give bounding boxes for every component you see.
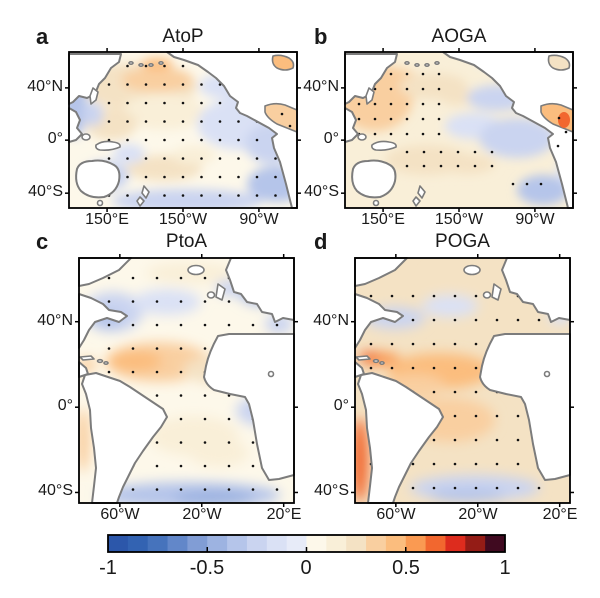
plot-frame	[78, 257, 295, 504]
axis-ticks	[351, 254, 574, 507]
ytick-a-40s: 40°S	[28, 183, 63, 200]
ytick-d-40s: 40°S	[314, 482, 349, 499]
coastlines-pacific	[68, 51, 298, 209]
colorbar-label-pos05: 0.5	[392, 557, 420, 579]
axis-ticks	[65, 48, 301, 212]
xtick-b-150w: 150°W	[434, 211, 484, 228]
ytick-a-40n: 40°N	[27, 78, 63, 95]
stipple-dots-overlay	[280, 112, 292, 128]
ytick-d-0: 0°	[333, 397, 349, 414]
stipple-dots-overlay	[556, 116, 568, 148]
ytick-a-0: 0°	[47, 130, 63, 147]
map-panel-c	[75, 254, 298, 507]
xtick-a-90w: 90°W	[239, 211, 279, 228]
panel-letter-c: c	[36, 229, 49, 254]
panel-title-c: PtoA	[165, 231, 208, 252]
coastlines-atlantic	[78, 257, 295, 504]
panel-title-b: AOGA	[431, 26, 487, 47]
map-panel-d	[351, 254, 574, 507]
plot-frame	[354, 257, 571, 504]
panel-letter-b: b	[314, 24, 328, 49]
panel-letter-d: d	[314, 229, 328, 254]
ytick-d-40n: 40°N	[313, 312, 349, 329]
ytick-b-0: 0°	[323, 130, 339, 147]
xtick-a-150w: 150°W	[158, 211, 208, 228]
panel-title-a: AtoP	[162, 26, 204, 47]
xtick-d-60w: 60°W	[376, 506, 416, 523]
colorbar-label-zero: 0	[300, 557, 312, 579]
marginal-seas	[540, 54, 574, 133]
xtick-b-150e: 150°E	[361, 211, 405, 228]
ytick-c-0: 0°	[57, 397, 73, 414]
xtick-a-150e: 150°E	[85, 211, 129, 228]
xtick-c-20e: 20°E	[266, 506, 302, 523]
ytick-b-40n: 40°N	[303, 78, 339, 95]
xtick-c-60w: 60°W	[100, 506, 140, 523]
colorbar	[107, 534, 506, 553]
xtick-d-20e: 20°E	[542, 506, 578, 523]
map-panel-a	[65, 48, 301, 212]
panel-letter-a: a	[36, 24, 49, 49]
colorbar-label-neg1: -1	[99, 557, 117, 579]
ytick-c-40n: 40°N	[37, 312, 73, 329]
axis-ticks	[341, 48, 577, 212]
marginal-seas	[264, 54, 298, 133]
panel-title-d: POGA	[435, 231, 490, 252]
xtick-b-90w: 90°W	[515, 211, 555, 228]
map-panel-b	[341, 48, 577, 212]
ytick-c-40s: 40°S	[38, 482, 73, 499]
axis-ticks	[75, 254, 298, 507]
coastlines-pacific	[344, 51, 574, 209]
colorbar-label-pos1: 1	[499, 557, 511, 579]
coastlines-atlantic	[354, 257, 571, 504]
xtick-d-20w: 20°W	[458, 506, 498, 523]
xtick-c-20w: 20°W	[182, 506, 222, 523]
colorbar-label-neg05: -0.5	[189, 557, 225, 579]
ytick-b-40s: 40°S	[304, 183, 339, 200]
